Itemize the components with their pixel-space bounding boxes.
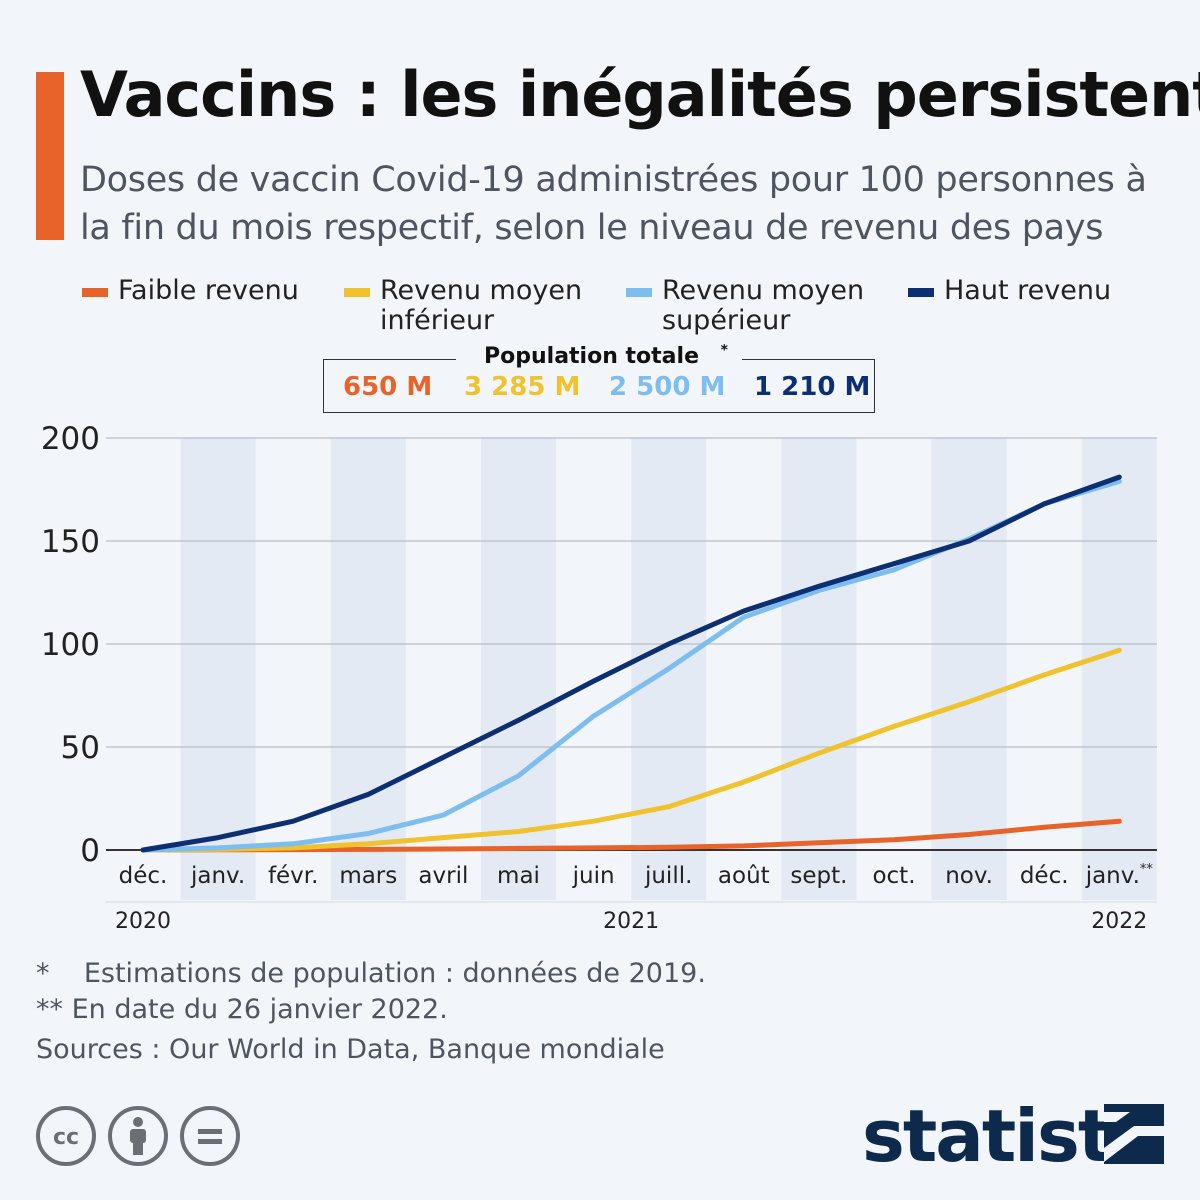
month-bands [180, 438, 1157, 900]
x-tick-label: déc. [119, 863, 168, 889]
month-band [931, 438, 1007, 900]
footnote-text: En date du 26 janvier 2022. [71, 994, 448, 1025]
cc-icon: cc [36, 1106, 96, 1166]
year-label: 2020 [115, 909, 171, 934]
x-tick-label: sept. [790, 863, 847, 889]
x-tick-label: mai [497, 863, 540, 889]
population-title: Population totale * [324, 343, 874, 370]
month-band [781, 438, 857, 900]
x-tick-label: nov. [945, 863, 993, 889]
attribution-icon [108, 1106, 168, 1166]
legend-label: Revenu moyen supérieur [662, 275, 865, 336]
month-band [1081, 438, 1157, 900]
month-band [330, 438, 406, 900]
statista-mark-icon [1104, 1104, 1164, 1164]
chart-title: Vaccins : les inégalités persistent [80, 58, 1200, 131]
y-axis-ticks: 0 50 100 150 200 [41, 421, 100, 869]
x-tick-label: août [718, 863, 770, 889]
legend-swatch [344, 288, 370, 297]
legend-swatch [908, 288, 934, 297]
footnote-1: * Estimations de population : données de… [36, 956, 706, 992]
x-tick-label: févr. [268, 863, 319, 889]
year-label: 2022 [1091, 909, 1147, 934]
x-tick-label: juin [572, 863, 615, 889]
chart-subtitle: Doses de vaccin Covid-19 administrées po… [80, 160, 1147, 248]
y-tick-label: 200 [41, 421, 100, 457]
sources: Sources : Our World in Data, Banque mond… [36, 1034, 665, 1065]
population-value-moyen-superieur: 2 500 M [609, 372, 726, 402]
no-derivatives-icon [180, 1106, 240, 1166]
footnote-2: ** En date du 26 janvier 2022. [36, 992, 706, 1028]
population-value-moyen-inferieur: 3 285 M [464, 372, 581, 402]
x-tick-mark: ** [1140, 862, 1154, 877]
x-tick-label: avril [418, 863, 468, 889]
footnote-mark: ** [36, 994, 63, 1025]
x-tick-label: mars [339, 863, 397, 889]
year-label: 2021 [603, 909, 659, 934]
svg-text:cc: cc [53, 1125, 79, 1150]
population-value-faible: 650 M [343, 372, 433, 402]
y-tick-label: 0 [80, 833, 100, 869]
accent-bar [36, 72, 64, 240]
legend-label: Revenu moyen inférieur [380, 275, 583, 336]
series-lines [140, 474, 1122, 853]
legend-swatch [82, 288, 108, 297]
series-line [140, 647, 1122, 853]
population-value-haut: 1 210 M [754, 372, 871, 402]
series-line [140, 474, 1122, 853]
x-tick-label: déc. [1020, 863, 1069, 889]
population-title-mark: * [720, 343, 728, 359]
y-tick-label: 100 [41, 627, 100, 663]
line-chart: 0 50 100 150 200 déc. janv. févr. mars avril mai j… [41, 421, 1157, 934]
legend-swatch [626, 288, 652, 297]
footnote-mark: * [36, 958, 50, 989]
month-band [480, 438, 557, 900]
y-tick-label: 150 [41, 524, 100, 560]
footnotes: * Estimations de population : données de… [36, 956, 706, 1028]
population-box: Population totale * 650 M 3 285 M 2 500 … [323, 343, 875, 413]
year-labels: 2020 2021 2022 [106, 901, 1157, 934]
x-tick-label: oct. [872, 863, 915, 889]
month-band [180, 438, 256, 900]
x-tick-label: juill. [644, 863, 692, 889]
y-tick-label: 50 [61, 730, 100, 766]
legend-label: Faible revenu [118, 275, 299, 306]
x-tick-label: janv. [190, 863, 245, 889]
population-title-text: Population totale [470, 344, 713, 370]
legend-label: Haut revenu [944, 275, 1112, 306]
footnote-text: Estimations de population : données de 2… [83, 958, 706, 989]
